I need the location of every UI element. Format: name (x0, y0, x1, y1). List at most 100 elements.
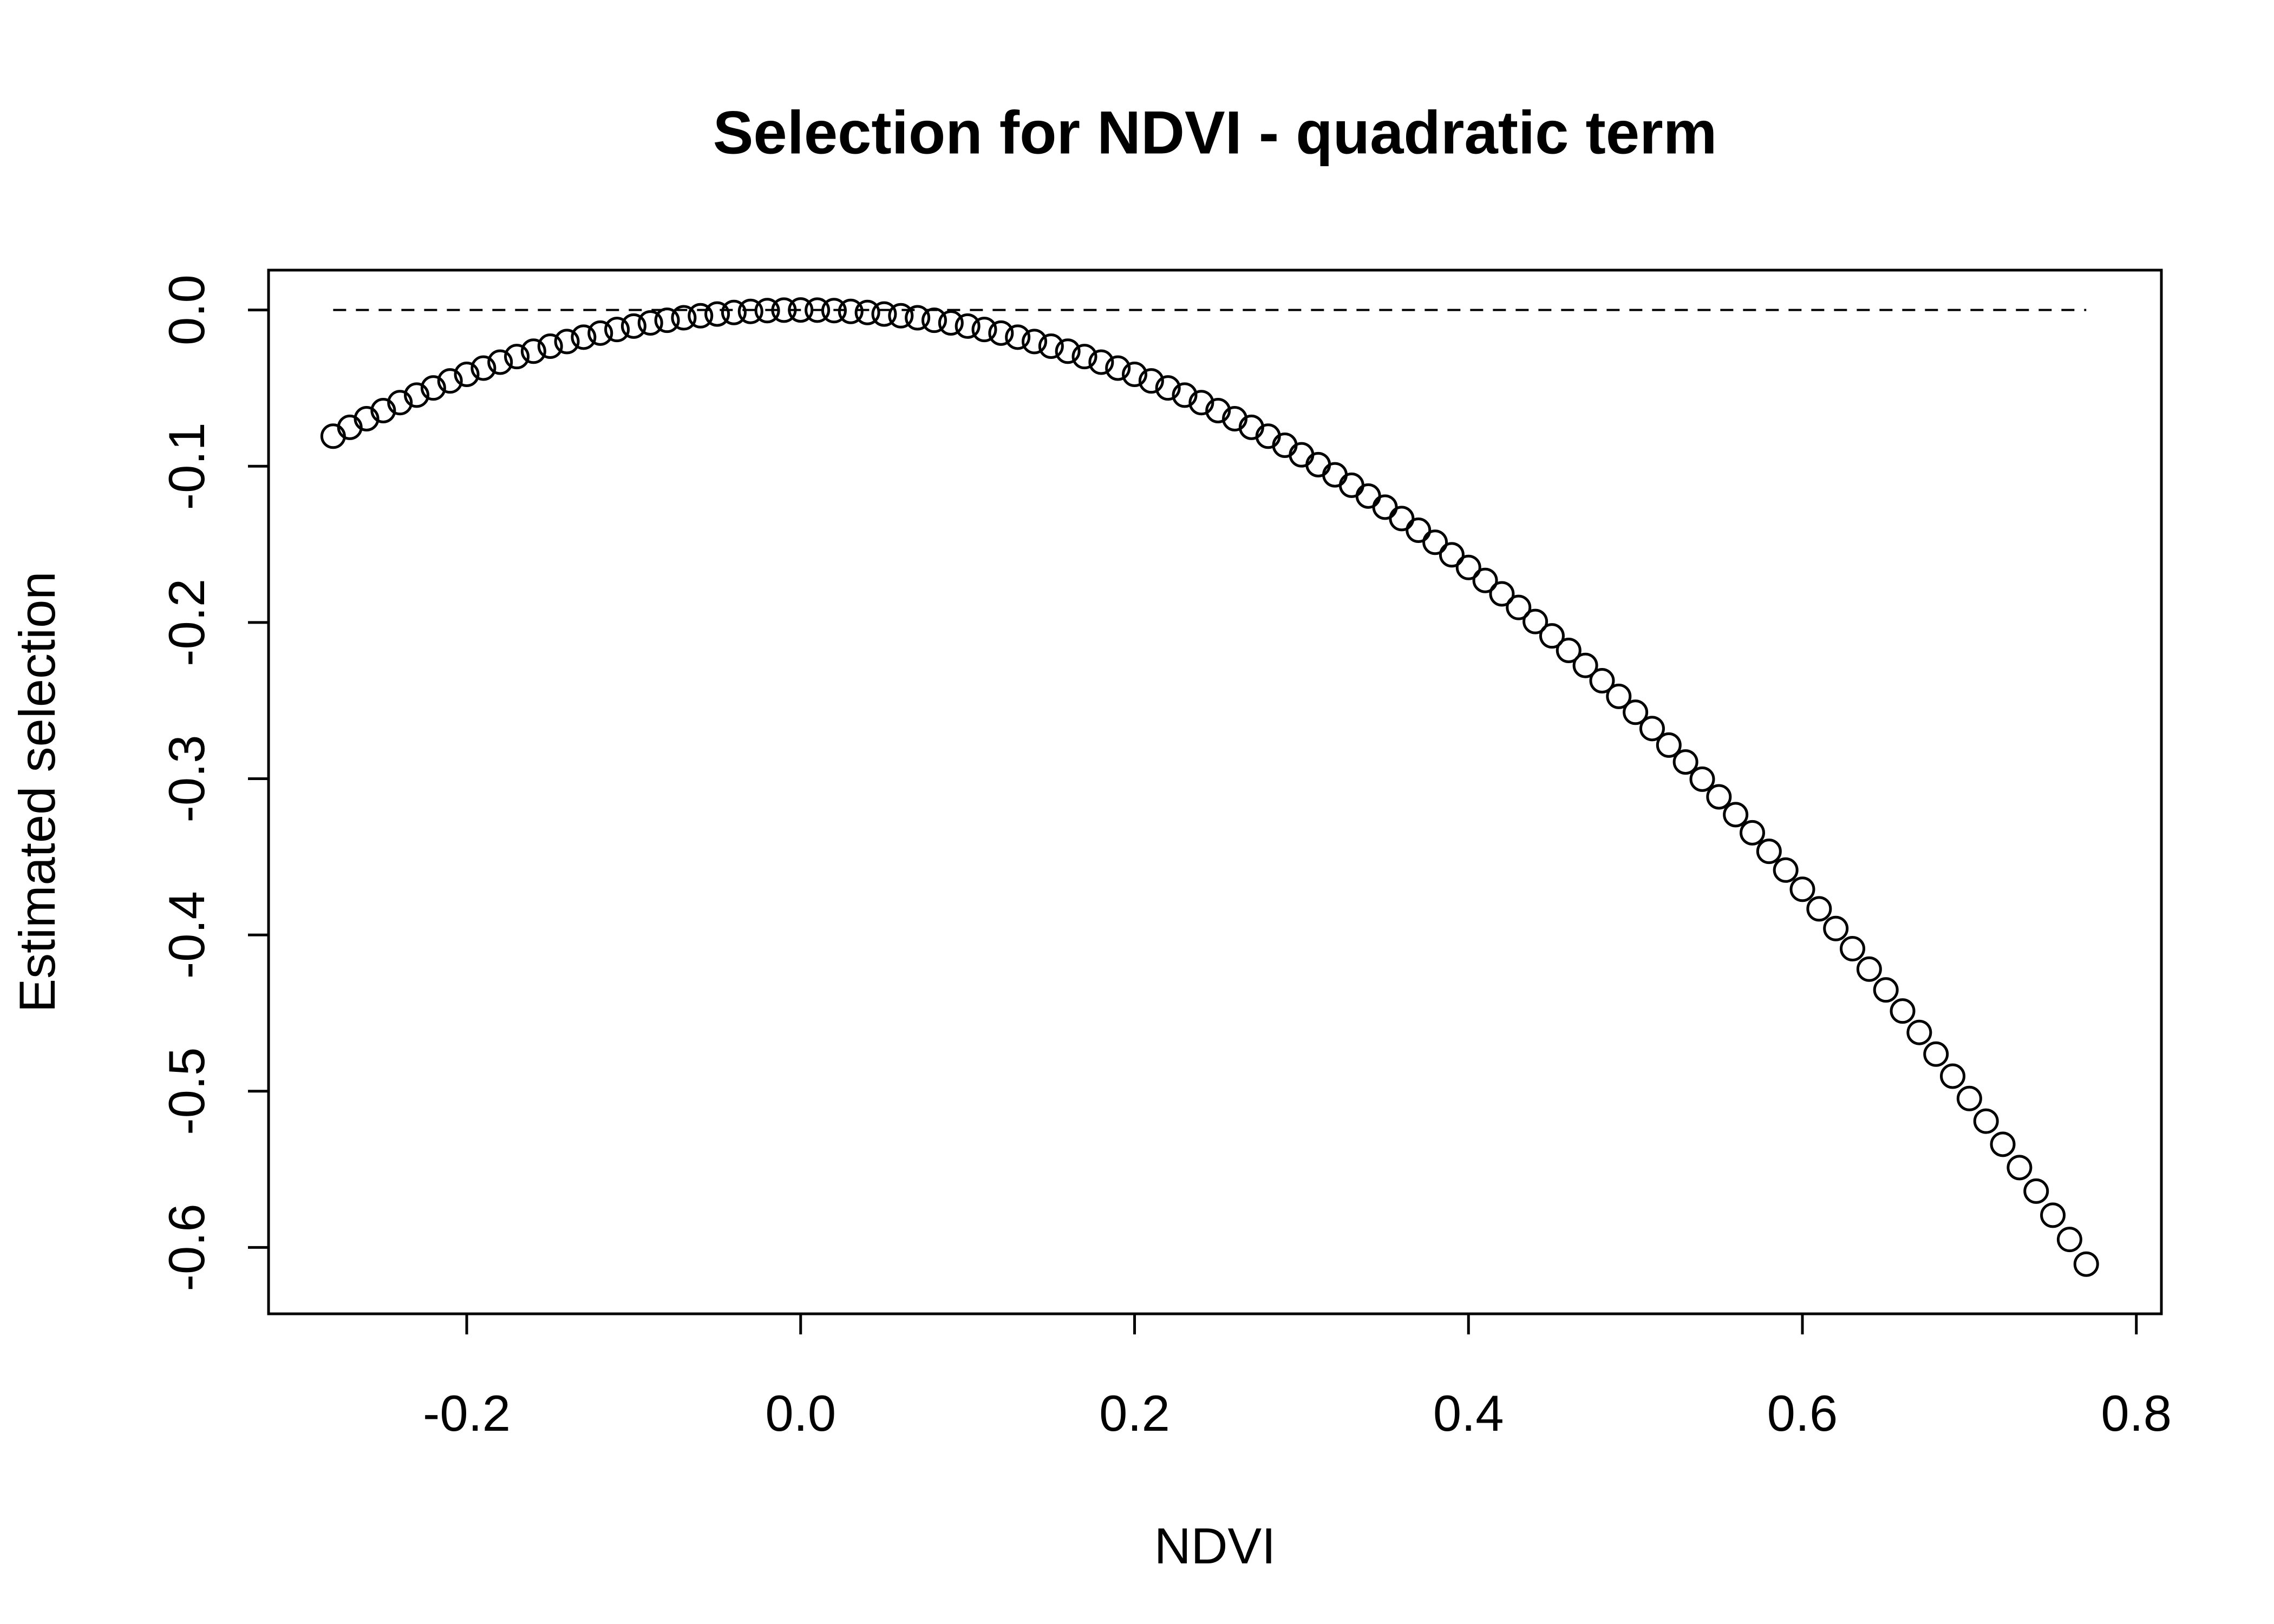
point (1756, 839, 1782, 865)
point (404, 382, 430, 408)
point (1940, 1063, 1966, 1089)
point (620, 313, 646, 339)
point (537, 333, 563, 359)
x-tick-label: -0.2 (423, 1385, 511, 1442)
point (504, 344, 530, 370)
plot-frame (267, 269, 2163, 1315)
point (1472, 567, 1498, 593)
point (737, 298, 763, 324)
y-axis-label: Estimated selection (9, 571, 66, 1012)
y-tick-label: -0.5 (158, 1047, 215, 1135)
point (1422, 529, 1448, 555)
point (721, 299, 747, 325)
point (955, 313, 981, 339)
point (1990, 1131, 2016, 1157)
chart-title: Selection for NDVI - quadratic term (713, 99, 1717, 167)
point (1406, 518, 1432, 543)
point (1589, 668, 1615, 694)
y-tick-label: -0.2 (158, 579, 215, 666)
point (1840, 935, 1866, 961)
point (1389, 506, 1415, 532)
point (871, 301, 897, 327)
point (1088, 349, 1114, 375)
point (370, 397, 396, 423)
point (1155, 375, 1181, 401)
point (1522, 608, 1548, 634)
point (1021, 329, 1047, 355)
point (1806, 896, 1832, 922)
point (571, 324, 597, 350)
point (1706, 784, 1732, 810)
point (805, 297, 831, 323)
point (1689, 766, 1715, 792)
x-tick-label: 0.6 (1767, 1385, 1838, 1442)
y-tick-label: -0.3 (158, 735, 215, 822)
x-tick-label: 0.4 (1433, 1385, 1504, 1442)
point (1038, 333, 1064, 359)
point (788, 297, 814, 323)
point (1606, 683, 1632, 709)
point (637, 310, 663, 336)
point (1172, 382, 1198, 408)
point (1572, 652, 1598, 678)
point (1138, 368, 1164, 394)
point (1105, 355, 1131, 381)
point (387, 390, 413, 416)
x-tick-label: 0.8 (2101, 1385, 2172, 1442)
point (604, 317, 630, 343)
point (1672, 749, 1698, 775)
point (1923, 1041, 1949, 1067)
point (1188, 390, 1214, 416)
point (471, 355, 496, 381)
point (704, 301, 730, 327)
y-tick-label: -0.6 (158, 1203, 215, 1291)
point (821, 298, 847, 324)
point (888, 303, 914, 329)
point (905, 305, 931, 331)
point (1723, 802, 1749, 828)
point (2073, 1251, 2099, 1277)
point (2023, 1178, 2049, 1204)
point (354, 405, 380, 431)
point (2040, 1202, 2066, 1228)
y-tick-label: -0.1 (158, 422, 215, 510)
point (1556, 638, 1582, 664)
point (1890, 998, 1916, 1024)
point (1823, 915, 1849, 941)
point (1789, 876, 1815, 902)
point (671, 305, 697, 331)
point (938, 310, 964, 336)
point (971, 317, 997, 343)
point (587, 320, 613, 346)
point (654, 307, 680, 333)
point (1489, 581, 1515, 607)
point (2007, 1155, 2033, 1181)
point (1739, 820, 1765, 846)
point (1873, 977, 1899, 1003)
point (1539, 623, 1565, 649)
point (1205, 397, 1231, 423)
point (838, 298, 864, 324)
point (1656, 732, 1682, 758)
y-tick-label: 0.0 (158, 274, 215, 345)
point (1773, 857, 1799, 883)
point (688, 303, 714, 329)
point (554, 329, 580, 355)
point (988, 320, 1014, 346)
x-tick-label: 0.0 (765, 1385, 836, 1442)
y-tick-label: -0.4 (158, 891, 215, 979)
point (1455, 554, 1481, 580)
point (1623, 699, 1649, 725)
point (1906, 1019, 1932, 1045)
point (454, 362, 480, 388)
point (771, 297, 797, 323)
point (1973, 1108, 1999, 1134)
point (1122, 362, 1148, 388)
point (2056, 1227, 2082, 1253)
point (1439, 542, 1465, 568)
x-tick-label: 0.2 (1099, 1385, 1170, 1442)
point (420, 375, 446, 401)
point (1956, 1085, 1982, 1111)
